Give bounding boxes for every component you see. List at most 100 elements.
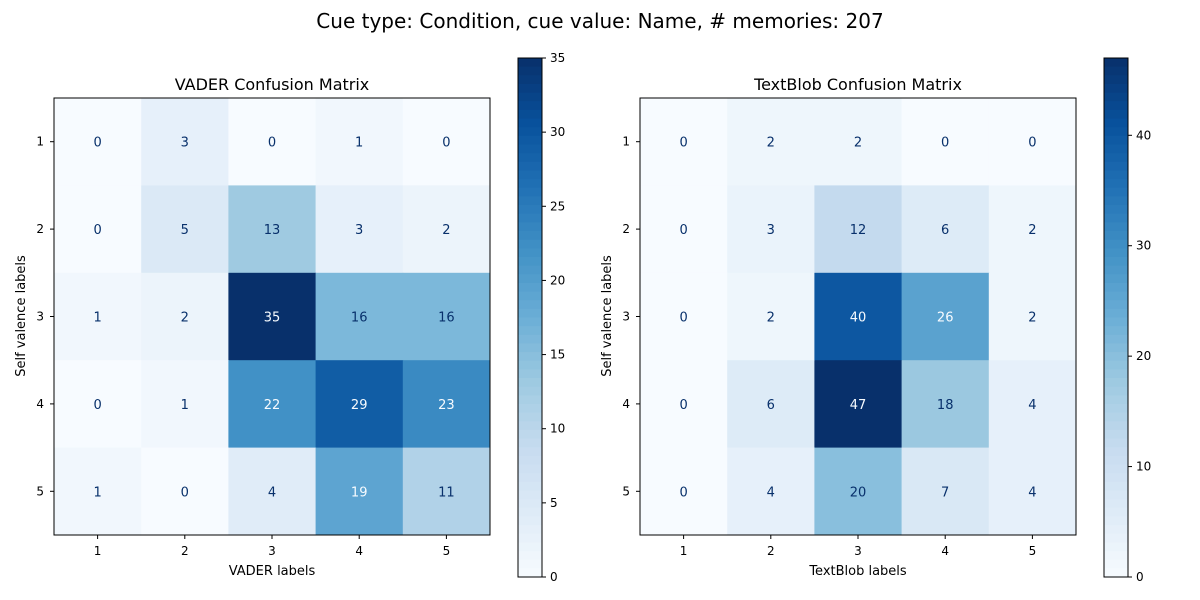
cell-value-label: 0 xyxy=(679,223,687,238)
cell-value-label: 0 xyxy=(268,136,276,151)
heatmap-cell xyxy=(228,185,317,274)
colorbar-segment xyxy=(518,291,542,301)
colorbar-segment xyxy=(518,352,542,362)
colorbar-segment xyxy=(518,75,542,85)
cell-value-label: 0 xyxy=(442,136,450,151)
x-axis-label-textblob: TextBlob labels xyxy=(808,564,907,579)
colorbar-segment xyxy=(518,179,542,189)
colorbar-segment xyxy=(518,551,542,561)
cell-value-label: 0 xyxy=(941,136,949,151)
heatmap-cell xyxy=(54,185,142,274)
cell-value-label: 6 xyxy=(941,223,949,238)
x-tick-label: 2 xyxy=(767,544,775,558)
colorbar-segment xyxy=(518,516,542,526)
colorbar-segment xyxy=(518,282,542,293)
colorbar-segment xyxy=(518,542,542,552)
colorbar-segment xyxy=(518,66,542,76)
cell-value-label: 0 xyxy=(679,485,687,500)
cell-value-label: 4 xyxy=(1028,485,1036,500)
heatmap-cell xyxy=(640,447,728,536)
x-tick-label: 1 xyxy=(94,544,102,558)
heatmap-cell xyxy=(901,360,990,449)
cell-value-label: 12 xyxy=(850,223,867,238)
heatmap-cell xyxy=(988,98,1077,186)
colorbar-segment xyxy=(1104,308,1128,319)
heatmap-cell xyxy=(901,98,990,186)
y-tick-label: 4 xyxy=(36,397,44,411)
heatmap-cell xyxy=(141,98,229,186)
colorbar-segment xyxy=(518,412,542,422)
colorbar-segment xyxy=(1104,473,1128,483)
colorbar-segment xyxy=(518,317,542,327)
colorbar-segment xyxy=(1104,533,1128,543)
colorbar-segment xyxy=(518,421,542,431)
colorbar-segment xyxy=(1104,464,1128,474)
colorbar-segment xyxy=(518,127,542,137)
colorbar-segment xyxy=(1104,412,1128,422)
colorbar-frame xyxy=(1103,57,1129,578)
colorbar-segment xyxy=(518,239,542,249)
heatmap-cell xyxy=(988,360,1077,449)
colorbar-segment xyxy=(1104,75,1128,85)
colorbar-segment xyxy=(1104,205,1128,215)
heatmap-cell xyxy=(315,272,404,361)
x-tick-label: 4 xyxy=(941,544,949,558)
cell-value-label: 4 xyxy=(767,485,775,500)
colorbar-segment xyxy=(518,83,542,94)
cell-value-label: 0 xyxy=(679,136,687,151)
colorbar-segment xyxy=(1104,153,1128,163)
cell-value-label: 13 xyxy=(264,223,281,238)
colorbar-segment xyxy=(1104,429,1128,440)
cell-value-label: 22 xyxy=(264,398,281,413)
colorbar-segment xyxy=(1104,455,1128,466)
y-tick-label: 4 xyxy=(622,397,630,411)
colorbar-segment xyxy=(518,386,542,396)
colorbar-tick-label: 10 xyxy=(1136,460,1151,474)
cell-value-label: 16 xyxy=(351,311,368,326)
heatmap-cell xyxy=(814,272,903,361)
colorbar-segment xyxy=(518,135,542,146)
heatmap-cell xyxy=(141,447,229,536)
colorbar-segment xyxy=(1104,559,1128,569)
colorbar-segment xyxy=(518,196,542,206)
cell-value-label: 18 xyxy=(937,398,954,413)
x-tick-label: 3 xyxy=(854,544,862,558)
colorbar-segment xyxy=(518,118,542,128)
heatmap-cells-vader: 0 3 0 1 0 0 5 13 3 2 1 2 35 16 16 0 1 22 29 23 1 0 4 19 11 xyxy=(54,98,491,536)
heatmap-textblob: TextBlob Confusion Matrix 0 2 2 0 00 3 12 6 20 2 4… xyxy=(600,57,1151,584)
cell-value-label: 0 xyxy=(93,223,101,238)
y-tick-label: 1 xyxy=(622,135,630,149)
plot-frame-textblob xyxy=(639,97,1077,536)
colorbar-segment xyxy=(1104,135,1128,146)
colorbar-segment xyxy=(1104,378,1128,388)
colorbar-tick-label: 5 xyxy=(550,496,558,510)
cell-value-label: 0 xyxy=(1028,136,1036,151)
colorbar-segment xyxy=(518,455,542,466)
colorbar-segment xyxy=(518,326,542,336)
cell-value-label: 0 xyxy=(93,398,101,413)
heatmap-cell xyxy=(228,98,317,186)
heatmap-cell xyxy=(228,447,317,536)
heatmap-ticks-vader: 1 2 3 4 5 1 2 3 4 5 xyxy=(36,135,450,558)
colorbar-segment xyxy=(1104,490,1128,500)
y-tick-label: 5 xyxy=(622,484,630,498)
heatmap-cell xyxy=(814,447,903,536)
colorbar-segment xyxy=(1104,231,1128,241)
colorbar-tick-label: 25 xyxy=(550,199,565,213)
cell-value-label: 20 xyxy=(850,485,867,500)
cell-value-label: 19 xyxy=(351,485,368,500)
colorbar-segment xyxy=(518,559,542,569)
colorbar-segment xyxy=(518,187,542,197)
heatmap-cell xyxy=(727,98,815,186)
heatmap-cell xyxy=(988,447,1077,536)
colorbar-segment xyxy=(1104,395,1128,405)
heatmap-cell xyxy=(402,360,491,449)
heatmap-cell xyxy=(640,185,728,274)
colorbar-segment xyxy=(1104,551,1128,561)
x-tick-label: 4 xyxy=(355,544,363,558)
cell-value-label: 4 xyxy=(268,485,276,500)
colorbar-segment xyxy=(518,161,542,172)
y-axis-label-vader: Self valence labels xyxy=(14,255,29,377)
cell-value-label: 1 xyxy=(93,311,101,326)
